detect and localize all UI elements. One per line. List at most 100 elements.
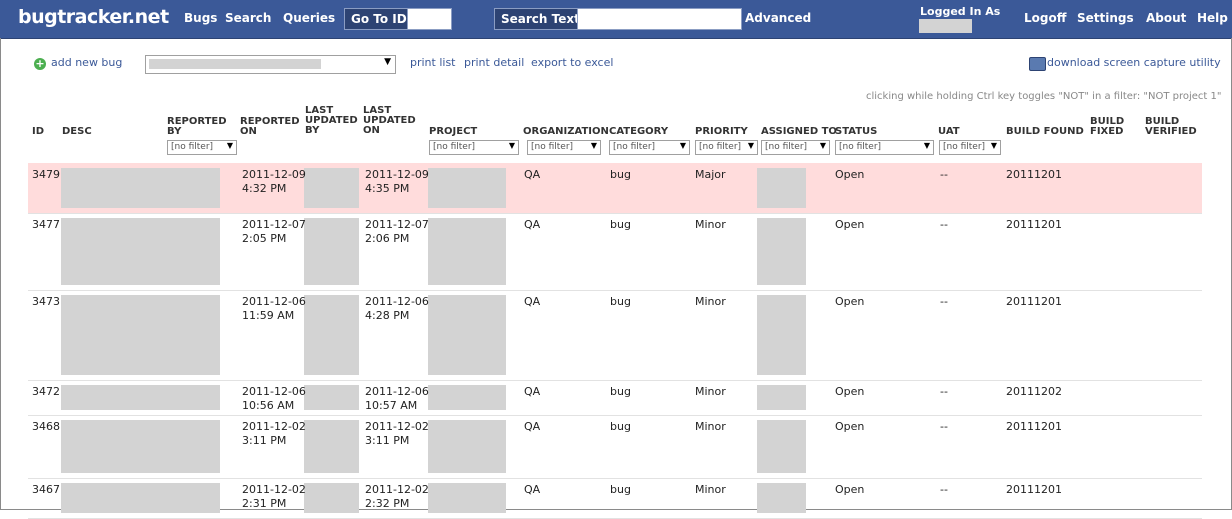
cell-build-found: 20111201 (1006, 483, 1062, 496)
filter-assigned-to[interactable]: [no filter] ▼ (761, 140, 830, 155)
project-redacted (428, 420, 506, 473)
project-redacted (428, 218, 506, 285)
col-header-last-updated-on[interactable]: LAST UPDATED ON (363, 105, 416, 136)
desc-redacted (61, 295, 220, 375)
nav-advanced[interactable]: Advanced (745, 11, 812, 25)
cell-organization: QA (524, 168, 541, 181)
cell-organization: QA (524, 218, 541, 231)
go-to-id-input[interactable] (407, 8, 452, 30)
logged-in-as-label: Logged In As (920, 5, 1001, 18)
cell-organization: QA (524, 420, 541, 433)
cell-priority: Minor (695, 385, 726, 398)
cell-id[interactable]: 3467 (32, 483, 60, 496)
nav-about[interactable]: About (1146, 11, 1187, 25)
filter-value: [no filter] (765, 142, 808, 152)
nav-queries[interactable]: Queries (283, 11, 336, 25)
cell-id[interactable]: 3472 (32, 385, 60, 398)
table-row[interactable]: 3467 2011-12-02 2:31 PM 2011-12-02 2:32 PM… (28, 478, 1202, 519)
project-redacted (428, 168, 506, 208)
col-header-project[interactable]: PROJECT (429, 126, 478, 137)
nav-search[interactable]: Search (225, 11, 272, 25)
filter-reported-by[interactable]: [no filter] ▼ (167, 140, 237, 155)
table-row[interactable]: 3472 2011-12-06 10:56 AM 2011-12-06 10:57 … (28, 380, 1202, 416)
cell-uat: -- (940, 483, 948, 496)
assigned-to-redacted (757, 295, 806, 375)
cell-uat: -- (940, 385, 948, 398)
col-header-reported-by[interactable]: REPORTED BY (167, 116, 227, 137)
go-to-id-button[interactable]: Go To ID (344, 8, 414, 30)
top-nav-bar: bugtracker.net Bugs Search Queries Go To… (0, 0, 1232, 39)
query-select[interactable]: ▼ (145, 55, 396, 74)
cell-build-found: 20111201 (1006, 218, 1062, 231)
cell-uat: -- (940, 295, 948, 308)
filter-value: [no filter] (171, 142, 214, 152)
desc-redacted (61, 385, 220, 410)
chevron-down-icon: ▼ (923, 141, 930, 150)
add-icon[interactable]: + (34, 57, 46, 70)
col-header-category[interactable]: CATEGORY (609, 126, 669, 137)
nav-help[interactable]: Help (1197, 11, 1228, 25)
desc-redacted (61, 218, 220, 285)
col-header-uat[interactable]: UAT (938, 126, 960, 137)
filter-category[interactable]: [no filter] ▼ (609, 140, 690, 155)
last-updated-by-redacted (304, 483, 359, 513)
search-text-button[interactable]: Search Text (494, 8, 587, 30)
download-capture-link[interactable]: download screen capture utility (1047, 56, 1221, 69)
col-header-build-verified[interactable]: BUILD VERIFIED (1145, 116, 1197, 137)
app-logo[interactable]: bugtracker.net (18, 6, 169, 28)
cell-id[interactable]: 3479 (32, 168, 60, 181)
col-header-last-updated-by[interactable]: LAST UPDATED BY (305, 105, 358, 136)
col-header-build-found[interactable]: BUILD FOUND (1006, 126, 1084, 137)
filter-priority[interactable]: [no filter] ▼ (695, 140, 758, 155)
search-text-input[interactable] (577, 8, 742, 30)
cell-status: Open (835, 420, 865, 433)
chevron-down-icon: ▼ (990, 141, 997, 150)
camera-icon[interactable] (1029, 57, 1046, 71)
cell-uat: -- (940, 218, 948, 231)
nav-settings[interactable]: Settings (1077, 11, 1134, 25)
export-to-excel-link[interactable]: export to excel (531, 56, 614, 69)
desc-redacted (61, 420, 220, 473)
filter-project[interactable]: [no filter] ▼ (429, 140, 519, 155)
cell-id[interactable]: 3468 (32, 420, 60, 433)
cell-status: Open (835, 168, 865, 181)
cell-build-found: 20111201 (1006, 295, 1062, 308)
chevron-down-icon: ▼ (226, 141, 233, 150)
cell-category: bug (610, 385, 631, 398)
cell-reported-on: 2011-12-06 11:59 AM (242, 295, 306, 322)
cell-id[interactable]: 3477 (32, 218, 60, 231)
col-header-reported-on[interactable]: REPORTED ON (240, 116, 300, 137)
col-header-status[interactable]: STATUS (835, 126, 878, 137)
col-header-desc[interactable]: DESC (62, 126, 92, 137)
filter-status[interactable]: [no filter] ▼ (835, 140, 934, 155)
col-header-build-fixed[interactable]: BUILD FIXED (1090, 116, 1125, 137)
filter-organization[interactable]: [no filter] ▼ (527, 140, 601, 155)
project-redacted (428, 295, 506, 375)
table-row[interactable]: 3468 2011-12-02 3:11 PM 2011-12-02 3:11 PM… (28, 415, 1202, 479)
table-row[interactable]: 3473 2011-12-06 11:59 AM 2011-12-06 4:28 P… (28, 290, 1202, 381)
col-header-organization[interactable]: ORGANIZATION (523, 126, 609, 137)
assigned-to-redacted (757, 218, 806, 285)
chevron-down-icon: ▼ (679, 141, 686, 150)
cell-reported-on: 2011-12-07 2:05 PM (242, 218, 306, 245)
filter-uat[interactable]: [no filter] ▼ (939, 140, 1001, 155)
cell-status: Open (835, 295, 865, 308)
cell-reported-on: 2011-12-02 2:31 PM (242, 483, 306, 510)
chevron-down-icon: ▼ (384, 57, 391, 67)
filter-value: [no filter] (943, 142, 986, 152)
last-updated-by-redacted (304, 168, 359, 208)
print-detail-link[interactable]: print detail (464, 56, 525, 69)
print-list-link[interactable]: print list (410, 56, 456, 69)
nav-logoff[interactable]: Logoff (1024, 11, 1067, 25)
project-redacted (428, 385, 506, 410)
col-header-assigned-to[interactable]: ASSIGNED TO (761, 126, 837, 137)
nav-bugs[interactable]: Bugs (184, 11, 218, 25)
cell-organization: QA (524, 295, 541, 308)
col-header-priority[interactable]: PRIORITY (695, 126, 748, 137)
col-header-id[interactable]: ID (32, 126, 45, 137)
cell-reported-on: 2011-12-06 10:56 AM (242, 385, 306, 412)
table-row[interactable]: 3479 2011-12-09 4:32 PM 2011-12-09 4:35 PM… (28, 163, 1202, 214)
cell-id[interactable]: 3473 (32, 295, 60, 308)
table-row[interactable]: 3477 2011-12-07 2:05 PM 2011-12-07 2:06 PM… (28, 213, 1202, 291)
add-new-bug-link[interactable]: add new bug (51, 56, 123, 69)
